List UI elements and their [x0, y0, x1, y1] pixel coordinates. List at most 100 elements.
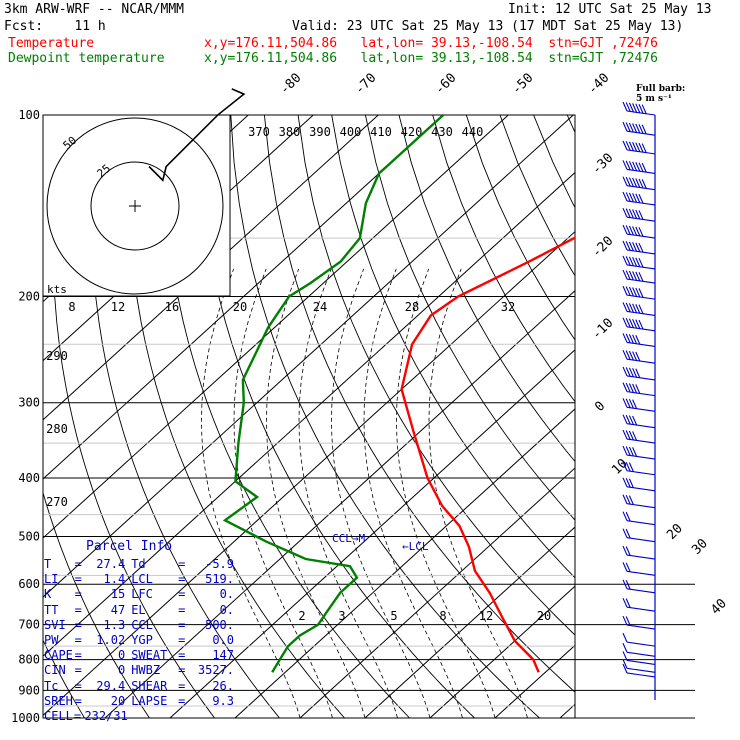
theta-label: 440 — [462, 125, 484, 139]
parcel-eq: = — [74, 693, 82, 708]
mixing-ratio-label: 12 — [479, 609, 493, 623]
parcel-key: PW — [44, 632, 59, 647]
parcel-eq: = — [74, 602, 82, 617]
parcel-eq: = — [74, 648, 82, 663]
parcel-key: YGP — [131, 632, 153, 647]
theta-left-label: 290 — [46, 349, 68, 363]
model-title: 3km ARW-WRF -- NCAR/MMM — [4, 2, 185, 17]
parcel-value: 27.4 — [96, 557, 126, 571]
theta-label: 390 — [309, 125, 331, 139]
profiles — [222, 115, 575, 673]
mixing-ratio-label: 3 — [338, 609, 345, 623]
wind-barb — [622, 240, 656, 255]
isotherm-label: -60 — [432, 71, 459, 98]
parcel-eq: = — [178, 587, 186, 602]
parcel-value: 147 — [212, 648, 235, 663]
parcel-key: LI — [44, 572, 59, 587]
parcel-key: CCL — [131, 617, 153, 632]
hodograph-ring — [90, 161, 180, 251]
isotherm-label: 40 — [708, 596, 730, 618]
wind-barb — [622, 643, 656, 657]
isobar-label: 700 — [18, 618, 40, 632]
plot-frame — [42, 114, 576, 719]
isotherm-label: 20 — [664, 521, 686, 543]
dewpoint-location: x,y=176.11,504.86 lat,lon= 39.13,-108.54… — [204, 51, 658, 66]
parcel-value: 1.3 — [103, 617, 126, 632]
parcel-eq: = — [74, 663, 82, 678]
dry-adiabat — [196, 115, 475, 719]
isobar-label: 100 — [18, 108, 40, 122]
parcel-value — [190, 709, 234, 724]
dry-adiabat — [90, 115, 280, 719]
isotherm-label: -70 — [352, 71, 379, 98]
wind-barb — [622, 269, 656, 284]
parcel-key: EL — [131, 602, 146, 617]
parcel-info-row: CAPE = 0 SWEAT = 147 — [44, 648, 234, 663]
parcel-value: 9.3 — [212, 693, 235, 708]
dry-adiabat — [635, 115, 740, 718]
parcel-key: Tc — [44, 678, 59, 693]
mixing-ratio-label: 24 — [313, 300, 327, 314]
dry-adiabat — [263, 115, 575, 693]
wind-barb — [622, 632, 656, 647]
wind-barbs — [622, 101, 656, 678]
parcel-eq: = — [178, 572, 186, 587]
dry-adiabat — [702, 115, 740, 718]
dry-adiabat — [533, 115, 575, 209]
parcel-eq: = — [178, 693, 186, 708]
mixing-ratio-label: 32 — [501, 300, 515, 314]
parcel-key: SHEAR — [131, 678, 168, 693]
wind-barb — [622, 562, 656, 576]
wind-barb — [622, 651, 656, 665]
parcel-info-rows: T = 27.4 Td = -5.9 LI = 1.4 LCL = 519. K = 15 LFC = 0. TT =… — [44, 557, 234, 724]
wind-barb — [622, 398, 656, 412]
parcel-info-row: K = 15 LFC = 0. — [44, 587, 234, 602]
temperature-location: x,y=176.11,504.86 lat,lon= 39.13,-108.54… — [204, 36, 658, 51]
isotherm-label: -50 — [509, 71, 536, 98]
parcel-info-row: CELL = 232/31 — [44, 709, 234, 724]
wind-barb — [622, 663, 656, 678]
wind-barb — [622, 615, 656, 630]
wind-barb — [622, 659, 656, 673]
isobar-label: 500 — [18, 529, 40, 543]
isotherm-line — [43, 171, 575, 657]
isotherm-label: 30 — [689, 536, 711, 558]
dry-adiabat — [43, 639, 85, 719]
parcel-key: SREH — [44, 693, 73, 708]
dry-adiabat — [398, 115, 575, 463]
parcel-eq: = — [74, 572, 82, 587]
theta-label: 420 — [401, 125, 423, 139]
moist-adiabat — [363, 268, 463, 719]
parcel-key: LFC — [131, 587, 153, 602]
isotherm-label: -80 — [277, 71, 304, 98]
isobar-label: 400 — [18, 471, 40, 485]
lcl-annotation: ←LCL — [402, 540, 429, 553]
parcel-key: SWEAT — [131, 648, 168, 663]
parcel-value: 20 — [110, 693, 126, 708]
isotherm-line — [234, 408, 575, 719]
theta-label: 370 — [248, 125, 270, 139]
dry-adiabat — [0, 115, 20, 718]
isobar-label: 1000 — [11, 711, 40, 725]
wind-barb — [622, 494, 656, 509]
parcel-value: 0. — [219, 602, 235, 617]
temperature-legend-label: Temperature — [8, 36, 95, 51]
parcel-value: 500. — [205, 617, 235, 632]
parcel-eq: = — [178, 602, 186, 617]
dry-adiabat — [432, 115, 575, 403]
isotherm-line — [43, 115, 509, 539]
wind-barb — [622, 511, 656, 526]
moist-adiabat — [396, 268, 496, 719]
wind-barb — [622, 414, 656, 429]
parcel-key: LAPSE — [131, 693, 168, 708]
hodograph-ring — [46, 117, 224, 295]
mixing-ratio-label: 16 — [165, 300, 179, 314]
theta-label: 400 — [340, 125, 362, 139]
wind-barb — [622, 176, 656, 191]
dry-adiabat — [52, 115, 215, 719]
init-time: Init: 12 UTC Sat 25 May 13 — [508, 2, 712, 17]
barb-note-line2: 5 m s⁻¹ — [636, 94, 672, 104]
hodograph-trace — [148, 88, 246, 182]
parcel-info-row: TT = 47 EL = 0. — [44, 603, 234, 618]
